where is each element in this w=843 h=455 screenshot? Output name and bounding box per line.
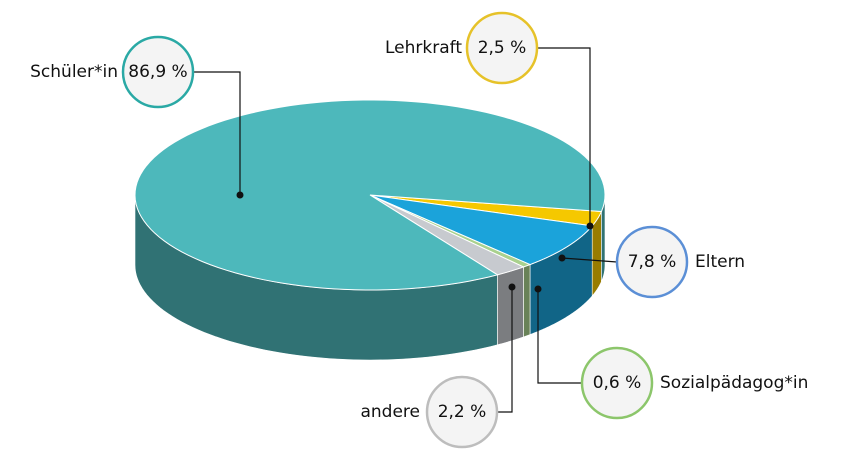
category-label: andere bbox=[360, 402, 420, 422]
leader-line bbox=[193, 71, 241, 195]
category-label: Sozialpädagog*in bbox=[660, 373, 808, 393]
label-circle bbox=[425, 375, 499, 449]
label-circle bbox=[465, 11, 539, 85]
leader-line bbox=[497, 287, 513, 413]
value-label: 0,6 % bbox=[593, 373, 642, 393]
value-label: 7,8 % bbox=[628, 252, 677, 272]
label-circle bbox=[121, 35, 195, 109]
slice bbox=[369, 194, 525, 276]
slice bbox=[369, 194, 532, 268]
leader-dot bbox=[586, 222, 594, 230]
slice-side bbox=[523, 264, 531, 338]
leader-line bbox=[537, 47, 591, 226]
leader-dot bbox=[508, 283, 516, 291]
leader-dot bbox=[558, 254, 566, 262]
value-label: 86,9 % bbox=[128, 62, 187, 82]
slice-side bbox=[497, 266, 524, 346]
label-circle bbox=[615, 225, 689, 299]
category-label: Eltern bbox=[695, 252, 745, 272]
leader-line bbox=[561, 257, 618, 263]
leader-dot bbox=[534, 285, 542, 293]
leader-line bbox=[537, 289, 582, 384]
value-label: 2,2 % bbox=[438, 402, 487, 422]
leader-dot bbox=[236, 191, 244, 199]
category-label: Schüler*in bbox=[30, 62, 118, 82]
label-circle bbox=[580, 346, 654, 420]
slice bbox=[134, 99, 606, 291]
slice bbox=[369, 194, 594, 266]
value-label: 2,5 % bbox=[478, 38, 527, 58]
category-label: Lehrkraft bbox=[385, 38, 462, 58]
